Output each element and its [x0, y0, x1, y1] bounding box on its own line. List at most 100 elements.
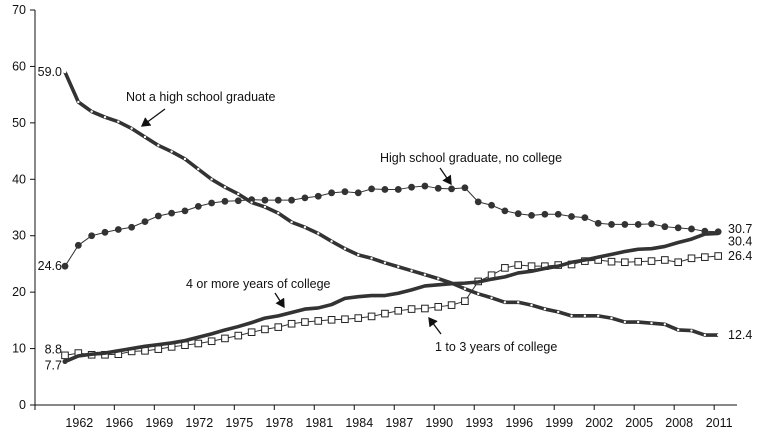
- data-point: [61, 351, 69, 360]
- data-point: [343, 247, 347, 250]
- series-lines: 59.0 12.4 24.6 30.7 7.7 30.4 8.8 26.4: [38, 65, 753, 372]
- data-point: [368, 185, 375, 193]
- data-point: [447, 301, 456, 309]
- data-point: [62, 359, 68, 365]
- data-point: [594, 219, 602, 227]
- x-tick-label: 1996: [505, 416, 533, 430]
- data-point: [463, 287, 467, 290]
- data-point: [488, 201, 495, 209]
- x-tick-label: 1993: [465, 416, 493, 430]
- data-point: [61, 262, 69, 270]
- data-point: [341, 188, 349, 196]
- x-tick-label: 1975: [225, 416, 253, 430]
- data-point: [208, 199, 216, 207]
- data-point: [234, 197, 242, 205]
- series-label-1to3: 1 to 3 years of college: [435, 340, 557, 354]
- arrow-hs: [439, 167, 452, 186]
- data-point: [687, 254, 696, 263]
- series-line-2: [64, 231, 719, 364]
- data-point: [690, 329, 693, 332]
- data-point: [610, 316, 613, 320]
- x-tick-label: 1966: [105, 416, 133, 430]
- data-point: [437, 277, 440, 280]
- data-point: [250, 201, 253, 204]
- data-point: [407, 305, 416, 313]
- data-point: [474, 198, 482, 206]
- data-point: [290, 220, 293, 224]
- x-tick-label: 1990: [425, 416, 453, 430]
- data-point: [247, 328, 256, 337]
- data-point: [194, 339, 203, 348]
- data-point: [130, 127, 133, 130]
- data-point: [141, 218, 149, 226]
- end-value-label: 26.4: [728, 249, 752, 263]
- y-tick-label: 40: [12, 172, 26, 186]
- data-point: [207, 337, 216, 346]
- x-tick-label: 1987: [385, 416, 413, 430]
- data-point: [434, 303, 443, 311]
- data-point: [514, 210, 522, 218]
- data-point: [301, 318, 309, 326]
- series-label-hs: High school graduate, no college: [380, 151, 562, 165]
- data-point: [114, 226, 122, 233]
- end-value-label: 30.4: [728, 234, 752, 248]
- data-point: [77, 100, 80, 104]
- data-point: [221, 197, 229, 205]
- x-tick-label: 1962: [65, 416, 93, 430]
- data-point: [74, 241, 82, 249]
- data-point: [490, 296, 493, 299]
- data-point: [421, 304, 429, 313]
- x-tick-label: 2002: [585, 416, 613, 430]
- arrow-not-hs: [140, 108, 166, 127]
- y-tick-label: 20: [12, 285, 26, 299]
- data-point: [274, 323, 283, 331]
- axes: 0 10 20 30 40 50 60 70 1962 1966 1969 1972 1975 1978 1…: [12, 3, 737, 430]
- data-point: [701, 253, 709, 261]
- data-point: [327, 315, 336, 324]
- series-line-3: [64, 255, 719, 356]
- data-point: [288, 196, 296, 204]
- data-point: [408, 183, 415, 191]
- data-point: [557, 310, 560, 314]
- data-point: [370, 257, 373, 260]
- data-point: [714, 252, 722, 260]
- data-point: [157, 144, 160, 147]
- data-point: [237, 192, 240, 196]
- data-point: [277, 211, 280, 215]
- data-point: [221, 334, 229, 343]
- data-point: [328, 189, 335, 197]
- data-point: [543, 307, 547, 311]
- data-point: [621, 221, 629, 228]
- data-point: [503, 301, 507, 304]
- x-tick-label: 1969: [145, 416, 173, 430]
- data-point: [303, 226, 307, 229]
- series-label-4plus: 4 or more years of college: [186, 277, 331, 291]
- data-point: [647, 257, 656, 265]
- data-point: [607, 257, 616, 266]
- y-tick-label: 30: [12, 229, 26, 243]
- data-point: [394, 306, 403, 315]
- data-point: [263, 205, 267, 209]
- data-point: [661, 256, 669, 264]
- data-point: [354, 314, 363, 322]
- data-point: [261, 196, 269, 204]
- data-point: [663, 323, 667, 326]
- data-point: [101, 228, 109, 236]
- start-value-label: 7.7: [45, 359, 62, 373]
- data-point: [703, 333, 707, 337]
- data-point: [650, 321, 653, 325]
- data-point: [154, 212, 162, 220]
- x-tick-label: 2011: [706, 416, 733, 430]
- data-point: [716, 333, 720, 337]
- data-point: [674, 258, 682, 267]
- x-tick-label: 1984: [345, 416, 373, 430]
- data-point: [501, 207, 509, 215]
- data-point: [423, 273, 427, 276]
- data-point: [181, 207, 189, 215]
- data-point: [410, 269, 413, 272]
- data-point: [314, 192, 322, 200]
- data-point: [461, 184, 469, 192]
- data-point: [634, 221, 642, 228]
- data-point: [676, 328, 680, 332]
